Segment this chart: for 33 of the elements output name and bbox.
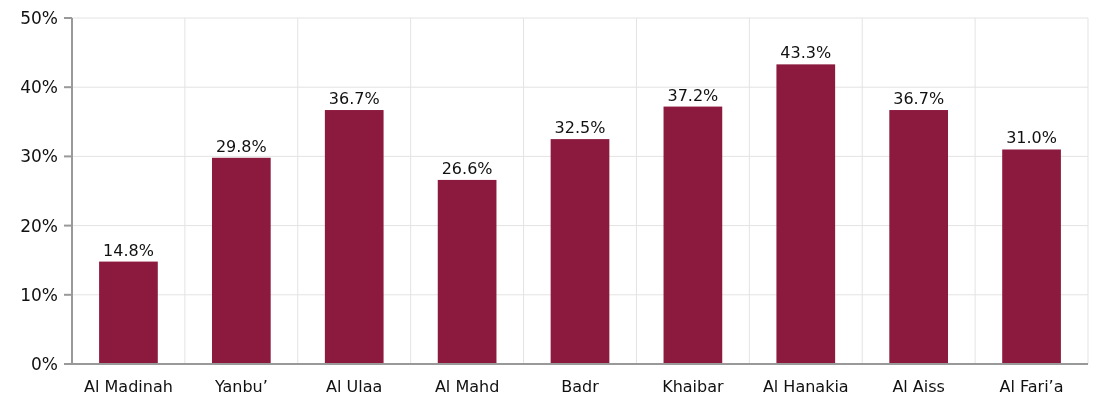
x-tick-label: Al Mahd [434, 377, 500, 396]
data-label: 36.7% [328, 89, 380, 109]
x-tick-label: Al Aiss [892, 377, 945, 396]
bar [211, 157, 271, 364]
bar [550, 139, 610, 364]
data-label: 31.0% [1006, 128, 1057, 148]
x-tick-label: Khaibar [662, 377, 725, 396]
x-tick-label: Al Madinah [84, 377, 173, 396]
y-tick-label: 40% [20, 77, 58, 98]
y-tick-label: 30% [20, 146, 58, 167]
data-label: 37.2% [667, 85, 719, 105]
bar [889, 110, 949, 364]
y-tick-label: 10% [20, 284, 58, 305]
data-label: 43.3% [780, 43, 832, 63]
x-tick-label: Al Hanakia [762, 377, 849, 396]
y-tick-label: 50% [20, 7, 58, 28]
data-label: 32.5% [554, 118, 606, 138]
bar [776, 64, 836, 364]
bar [663, 106, 723, 364]
bar [324, 110, 384, 364]
data-label: 29.8% [215, 136, 267, 156]
x-tick-label: Yanbu’ [213, 377, 268, 396]
x-tick-label: Badr [561, 377, 600, 396]
data-label: 26.6% [441, 158, 493, 178]
bar [99, 261, 158, 364]
y-tick-label: 0% [31, 353, 58, 374]
data-label: 14.8% [103, 240, 154, 260]
data-label: 36.7% [893, 89, 945, 109]
x-tick-label: Al Ulaa [326, 377, 383, 396]
bar [1002, 149, 1061, 364]
y-tick-label: 20% [20, 215, 58, 236]
bar [437, 179, 497, 364]
x-tick-label: Al Fari’a [999, 377, 1064, 396]
